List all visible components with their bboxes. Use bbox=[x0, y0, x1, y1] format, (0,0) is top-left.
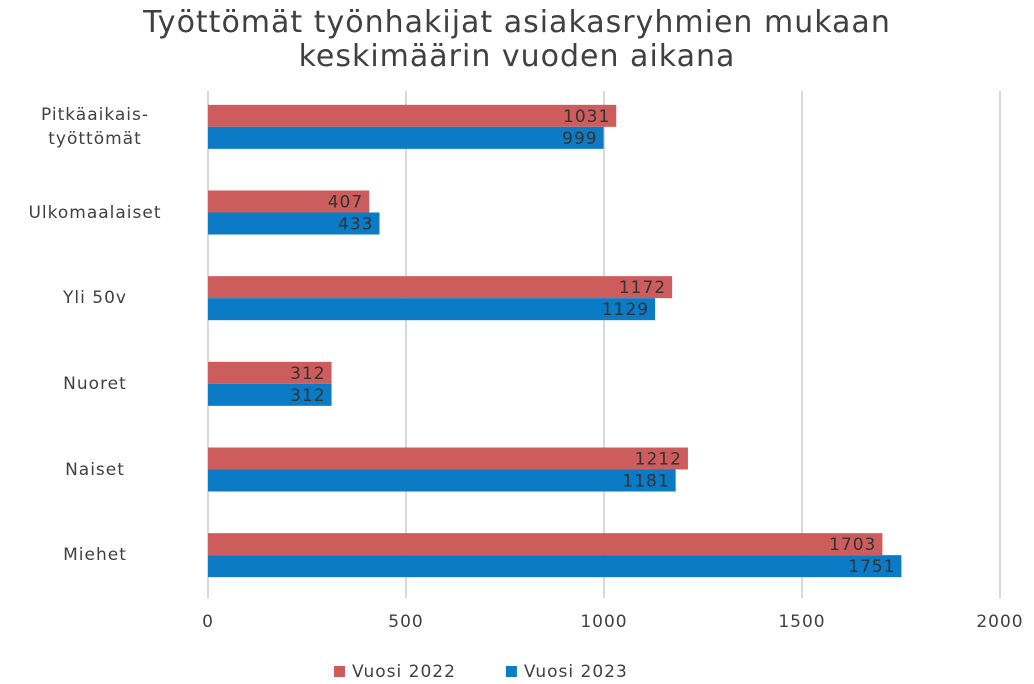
value-label: 1751 bbox=[848, 557, 895, 577]
value-label: 1181 bbox=[622, 472, 669, 492]
x-tick-label: 1500 bbox=[778, 612, 825, 632]
y-tick-label: Miehet bbox=[63, 545, 127, 566]
bar bbox=[208, 533, 883, 556]
bar bbox=[208, 555, 902, 578]
bar bbox=[208, 212, 380, 235]
chart-title: Työttömät työnhakijat asiakasryhmien muk… bbox=[143, 5, 891, 74]
x-tick-label: 1000 bbox=[580, 612, 627, 632]
bar bbox=[208, 361, 332, 384]
value-label: 1031 bbox=[563, 107, 610, 127]
value-label: 1212 bbox=[635, 450, 682, 470]
y-tick-label: Ulkomaalaiset bbox=[28, 202, 162, 223]
y-tick-label: Pitkäaikais-työttömät bbox=[40, 104, 150, 149]
bar bbox=[208, 126, 604, 149]
legend-label: Vuosi 2022 bbox=[352, 662, 456, 682]
bar bbox=[208, 469, 676, 492]
value-label: 1703 bbox=[829, 535, 876, 555]
value-label: 1129 bbox=[602, 300, 649, 320]
bar bbox=[208, 447, 688, 470]
bar bbox=[208, 104, 617, 127]
y-tick-label: Nuoret bbox=[63, 373, 127, 394]
y-tick-label: Naiset bbox=[65, 459, 125, 480]
y-tick-label: Yli 50v bbox=[63, 288, 127, 309]
x-tick-label: 2000 bbox=[976, 612, 1023, 632]
value-label: 407 bbox=[328, 193, 363, 213]
bar bbox=[208, 190, 370, 213]
bar bbox=[208, 298, 656, 321]
x-tick-label: 0 bbox=[202, 612, 214, 632]
legend-swatch bbox=[334, 666, 345, 677]
legend-label: Vuosi 2023 bbox=[524, 662, 628, 682]
bar bbox=[208, 276, 673, 299]
value-label: 433 bbox=[338, 215, 373, 235]
legend-swatch bbox=[505, 666, 517, 677]
bar bbox=[208, 383, 332, 406]
value-label: 999 bbox=[562, 129, 597, 149]
x-tick-label: 500 bbox=[388, 612, 423, 632]
value-label: 1172 bbox=[619, 278, 666, 298]
value-label: 312 bbox=[290, 364, 325, 384]
value-label: 312 bbox=[290, 386, 325, 406]
